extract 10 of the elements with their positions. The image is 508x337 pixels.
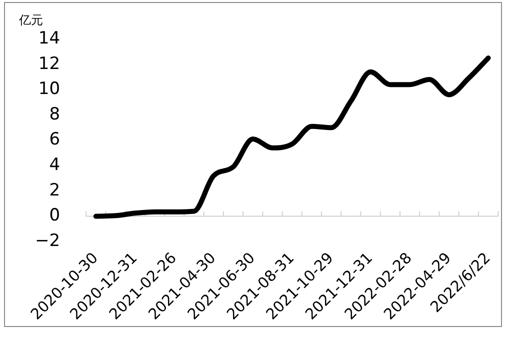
y-axis-title: 亿元	[18, 13, 43, 28]
y-tick-label: 8	[49, 104, 60, 124]
y-tick-label: 14	[38, 28, 60, 48]
y-tick-label: 6	[49, 130, 60, 150]
y-tick-label: 0	[49, 206, 60, 226]
y-tick-label: 4	[49, 155, 60, 176]
y-tick-label: 2	[49, 180, 60, 200]
y-tick-label: 12	[38, 54, 60, 74]
y-tick-label: −2	[35, 231, 60, 252]
y-tick-label: 10	[38, 79, 60, 100]
